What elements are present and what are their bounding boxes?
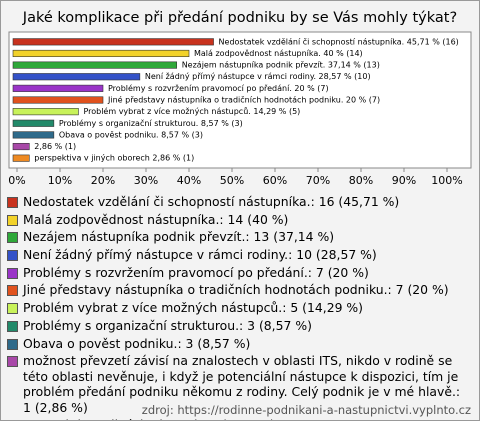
- legend-swatch: [7, 232, 18, 244]
- legend-item: Problémy s rozvržením pravomocí po předá…: [7, 265, 469, 281]
- x-tick-label: 100%: [431, 174, 462, 187]
- value-label: Malá zodpovědnost nástupníka. 40 % (14): [194, 49, 363, 58]
- legend-item: možnost převzetí závisí na znalostech v …: [7, 353, 469, 415]
- legend-item: Jiné představy nástupníka o tradičních h…: [7, 282, 469, 298]
- bar: [12, 142, 30, 151]
- bar: [12, 131, 55, 139]
- x-tick-label: 30%: [134, 174, 158, 187]
- legend-swatch: [7, 303, 18, 315]
- legend-item: Nedostatek vzdělání či schopností nástup…: [7, 194, 469, 210]
- value-label: Problém vybrat z více možných nástupců. …: [83, 106, 300, 116]
- bar: [12, 38, 214, 46]
- legend-swatch: [7, 267, 18, 279]
- legend-label: perspektiva v jiných oborech: 1 (2,86 %): [23, 417, 275, 420]
- legend-label: možnost převzetí závisí na znalostech v …: [23, 353, 461, 415]
- legend-item: Obava o pověst podniku.: 3 (8,57 %): [7, 336, 469, 352]
- legend-swatch: [7, 320, 18, 332]
- x-tick-label: 80%: [349, 174, 373, 187]
- x-tick-label: 90%: [392, 174, 416, 187]
- value-label: perspektiva v jiných oborech 2,86 % (1): [34, 154, 194, 163]
- legend-swatch: [7, 214, 18, 226]
- legend-swatch: [7, 285, 18, 297]
- x-tick-label: 10%: [48, 174, 72, 187]
- legend-label: Problémy s organizační strukturou.: 3 (8…: [23, 317, 312, 333]
- legend: Nedostatek vzdělání či schopností nástup…: [7, 194, 469, 420]
- bar: [12, 108, 79, 116]
- value-label: Obava o pověst podniku. 8,57 % (3): [59, 130, 203, 139]
- bar: [12, 119, 55, 127]
- bar: [12, 154, 30, 162]
- x-tick-label: 50%: [220, 174, 244, 187]
- x-tick-label: 20%: [91, 174, 115, 187]
- bar: [12, 96, 104, 104]
- x-tick-label: 60%: [263, 174, 287, 187]
- bar: [12, 84, 104, 92]
- legend-label: Nezájem nástupníka podnik převzít.: 13 (…: [23, 229, 335, 245]
- value-label: Problémy s rozvržením pravomocí po předá…: [108, 83, 329, 93]
- legend-label: Nedostatek vzdělání či schopností nástup…: [23, 194, 400, 209]
- bar: [12, 49, 190, 58]
- legend-swatch: [7, 338, 18, 350]
- value-label: Jiné představy nástupníka o tradičních h…: [107, 95, 380, 105]
- legend-item: Není žádný přímý nástupce v rámci rodiny…: [7, 247, 469, 263]
- legend-label: Obava o pověst podniku.: 3 (8,57 %): [23, 335, 251, 351]
- legend-label: Malá zodpovědnost nástupníka.: 14 (40 %): [23, 211, 289, 227]
- value-label: Není žádný přímý nástupce v rámci rodiny…: [145, 72, 371, 81]
- x-tick-label: 40%: [177, 174, 201, 187]
- chart: Jaké komplikace při předání podniku by s…: [8, 10, 472, 187]
- legend-item: Problémy s organizační strukturou.: 3 (8…: [7, 318, 469, 334]
- legend-item: Problém vybrat z více možných nástupců.:…: [7, 300, 469, 316]
- x-tick-label: 70%: [306, 174, 330, 187]
- value-label: Problémy s organizační strukturou. 8,57 …: [59, 118, 243, 128]
- legend-label: Problémy s rozvržením pravomocí po předá…: [23, 264, 369, 280]
- legend-item: Nezájem nástupníka podnik převzít.: 13 (…: [7, 229, 469, 245]
- source: zdroj: https://rodinne-podnikani-a-nastu…: [141, 403, 471, 417]
- legend-item: perspektiva v jiných oborech: 1 (2,86 %): [7, 417, 469, 420]
- legend-swatch: [7, 197, 18, 208]
- legend-item: Malá zodpovědnost nástupníka.: 14 (40 %): [7, 212, 469, 228]
- value-label: Nedostatek vzdělání či schopností nástup…: [219, 36, 459, 46]
- value-label: Nezájem nástupníka podnik převzít. 37,14…: [182, 61, 380, 70]
- value-label: 2,86 % (1): [34, 142, 76, 151]
- legend-label: Není žádný přímý nástupce v rámci rodiny…: [23, 247, 377, 263]
- x-tick-label: 0%: [8, 174, 25, 187]
- legend-swatch: [7, 356, 18, 368]
- legend-label: Problém vybrat z více možných nástupců.:…: [23, 300, 364, 316]
- legend-label: Jiné představy nástupníka o tradičních h…: [23, 282, 449, 298]
- legend-swatch: [7, 250, 18, 262]
- bar: [12, 61, 178, 69]
- bar: [12, 73, 141, 81]
- chart-title: Jaké komplikace při předání podniku by s…: [22, 10, 457, 26]
